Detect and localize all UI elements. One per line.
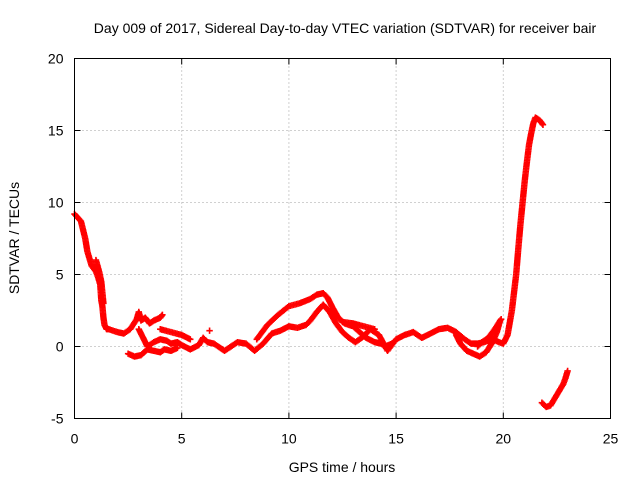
data-series <box>92 256 107 307</box>
data-point <box>174 344 181 352</box>
data-series <box>124 344 181 360</box>
data-series <box>157 326 194 343</box>
data-point <box>206 327 213 334</box>
y-tick-label: 5 <box>56 267 64 283</box>
data-series <box>339 318 378 333</box>
data-series <box>452 317 504 360</box>
data-series <box>71 210 166 337</box>
y-tick-label: -5 <box>51 411 64 427</box>
x-tick-label: 10 <box>281 431 297 447</box>
data-point <box>371 326 378 333</box>
grid-lines <box>74 58 611 419</box>
x-axis-label: GPS time / hours <box>289 459 396 475</box>
data-series <box>474 315 505 350</box>
data-point <box>100 300 107 307</box>
tick-labels: 0 5 10 15 20 25 -5 0 5 10 15 20 <box>48 51 619 447</box>
data-series <box>253 290 396 350</box>
data-points <box>71 114 571 411</box>
data-point <box>497 315 505 323</box>
x-tick-label: 20 <box>496 431 512 447</box>
y-tick-label: 10 <box>48 195 64 211</box>
data-point <box>564 367 571 375</box>
data-point <box>539 121 547 128</box>
plot-frame <box>74 58 611 419</box>
data-point <box>497 317 504 324</box>
axis-ticks <box>74 58 611 419</box>
data-point <box>388 340 396 347</box>
data-series <box>538 367 571 411</box>
y-tick-label: 0 <box>56 339 64 355</box>
data-series <box>206 327 213 334</box>
y-axis-label: SDTVAR / TECUs <box>6 182 22 294</box>
data-series <box>135 114 547 355</box>
y-tick-label: 15 <box>48 123 64 139</box>
y-tick-label: 20 <box>48 51 64 67</box>
chart-title: Day 009 of 2017, Sidereal Day-to-day VTE… <box>94 20 597 36</box>
data-point <box>187 336 194 343</box>
x-tick-label: 5 <box>178 431 186 447</box>
x-tick-label: 0 <box>71 431 79 447</box>
x-tick-label: 25 <box>603 431 619 447</box>
data-point <box>159 311 166 319</box>
data-point <box>538 120 546 127</box>
x-tick-label: 15 <box>388 431 404 447</box>
